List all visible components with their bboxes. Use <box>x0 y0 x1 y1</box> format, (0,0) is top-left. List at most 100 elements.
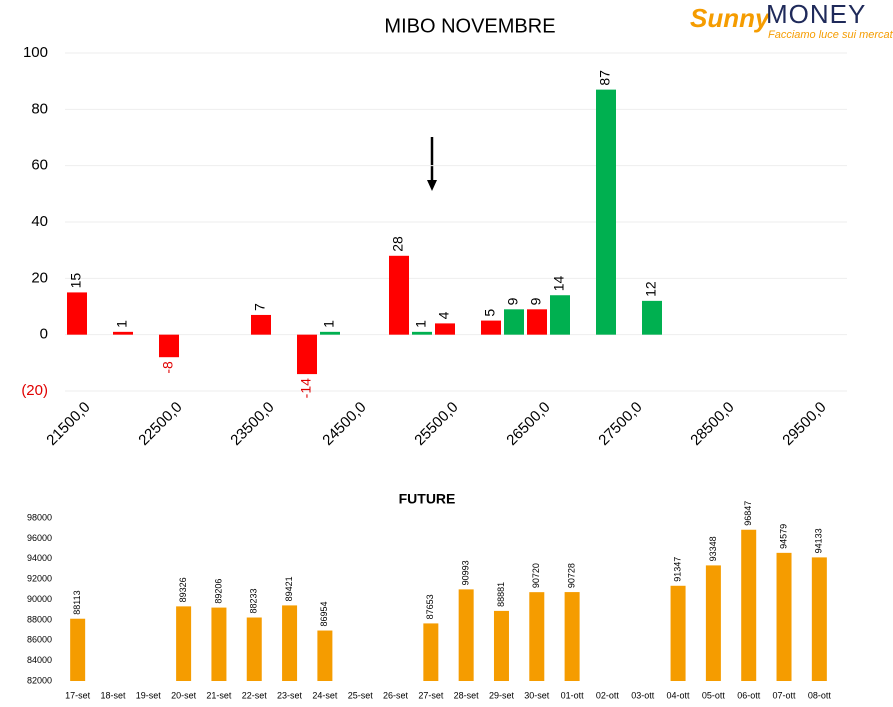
data-label: 15 <box>68 273 84 289</box>
bar <box>423 623 439 681</box>
logo-brand: Sunny <box>690 3 771 33</box>
data-label: 90993 <box>461 560 471 585</box>
bar <box>317 630 333 681</box>
x-tick-label: 26-set <box>383 690 409 700</box>
x-tick-label: 28-set <box>454 690 480 700</box>
data-label: 91347 <box>672 557 682 582</box>
bar <box>705 565 721 681</box>
bar <box>389 255 409 335</box>
bar <box>493 610 509 681</box>
y-tick-label: 94000 <box>27 553 52 563</box>
bar <box>113 331 133 335</box>
x-tick-label: 06-ott <box>737 690 761 700</box>
data-label: 12 <box>643 281 659 297</box>
data-label: 89206 <box>213 579 223 604</box>
y-tick-label: 84000 <box>27 655 52 665</box>
bar <box>642 300 662 335</box>
bar <box>550 295 570 335</box>
arrow-head <box>427 180 437 191</box>
x-tick-label: 21-set <box>206 690 232 700</box>
chart-title: FUTURE <box>399 491 456 507</box>
bar <box>564 592 580 681</box>
data-label: 87 <box>597 70 613 86</box>
bar <box>159 334 179 358</box>
data-label: 88881 <box>496 582 506 607</box>
data-label: 96847 <box>743 501 753 526</box>
data-label: 1 <box>114 320 130 328</box>
x-tick-label: 23500,0 <box>227 399 277 449</box>
bar <box>282 605 298 681</box>
x-tick-label: 19-set <box>136 690 162 700</box>
data-label: 5 <box>482 309 498 317</box>
x-tick-label: 02-ott <box>596 690 620 700</box>
x-tick-label: 01-ott <box>561 690 585 700</box>
x-tick-label: 27500,0 <box>595 399 645 449</box>
x-tick-label: 25500,0 <box>411 399 461 449</box>
x-tick-label: 22500,0 <box>135 399 185 449</box>
y-tick-label: 96000 <box>27 533 52 543</box>
y-tick-label: 0 <box>40 326 48 343</box>
bar <box>527 309 547 335</box>
x-tick-label: 30-set <box>524 690 550 700</box>
x-tick-label: 24500,0 <box>319 399 369 449</box>
y-tick-label: 80 <box>31 100 48 117</box>
data-label: 1 <box>413 320 429 328</box>
bar <box>320 331 340 335</box>
data-label: 88113 <box>72 590 82 614</box>
y-tick-label: 86000 <box>27 635 52 645</box>
x-tick-label: 07-ott <box>773 690 797 700</box>
bar <box>458 589 474 681</box>
y-tick-label: 40 <box>31 213 48 230</box>
x-tick-label: 28500,0 <box>687 399 737 449</box>
bar <box>412 331 432 335</box>
y-tick-label: 20 <box>31 269 48 286</box>
x-tick-label: 03-ott <box>631 690 655 700</box>
data-label: 4 <box>436 311 452 319</box>
bar <box>596 89 616 335</box>
data-label: -8 <box>160 361 176 374</box>
bar <box>776 552 792 681</box>
x-tick-label: 26500,0 <box>503 399 553 449</box>
data-label: 7 <box>252 303 268 311</box>
chart-title: MIBO NOVEMBRE <box>384 15 555 37</box>
x-tick-label: 08-ott <box>808 690 832 700</box>
bar <box>435 323 455 335</box>
y-tick-label: 82000 <box>27 675 52 685</box>
data-label: 1 <box>321 320 337 328</box>
data-label: 89421 <box>284 576 294 601</box>
logo-tagline: Facciamo luce sui mercati <box>768 29 893 41</box>
bar <box>504 309 524 335</box>
y-tick-label: 90000 <box>27 594 52 604</box>
data-label: 89326 <box>178 577 188 602</box>
data-label: 9 <box>528 297 544 305</box>
y-tick-label: (20) <box>21 382 48 399</box>
bar <box>67 292 87 335</box>
bar <box>670 585 686 681</box>
data-label: 94133 <box>814 528 824 553</box>
bar <box>741 529 757 681</box>
data-label: 9 <box>505 297 521 305</box>
logo-name: MONEY <box>766 0 866 29</box>
x-tick-label: 24-set <box>312 690 338 700</box>
y-tick-label: 98000 <box>27 512 52 522</box>
data-label: 86954 <box>319 601 329 626</box>
y-tick-label: 60 <box>31 157 48 174</box>
y-tick-label: 100 <box>23 44 48 61</box>
data-label: 93348 <box>708 536 718 561</box>
x-tick-label: 17-set <box>65 690 91 700</box>
bar <box>211 607 227 681</box>
data-label: 90728 <box>566 563 576 588</box>
x-tick-label: 05-ott <box>702 690 726 700</box>
data-label: 28 <box>390 236 406 252</box>
bar <box>246 617 262 681</box>
x-tick-label: 18-set <box>100 690 126 700</box>
y-tick-label: 92000 <box>27 574 52 584</box>
x-tick-label: 27-set <box>418 690 444 700</box>
bar <box>297 334 317 375</box>
x-tick-label: 22-set <box>242 690 268 700</box>
x-tick-label: 20-set <box>171 690 197 700</box>
data-label: 87653 <box>425 594 435 619</box>
x-tick-label: 29-set <box>489 690 515 700</box>
data-label: 14 <box>551 275 567 291</box>
